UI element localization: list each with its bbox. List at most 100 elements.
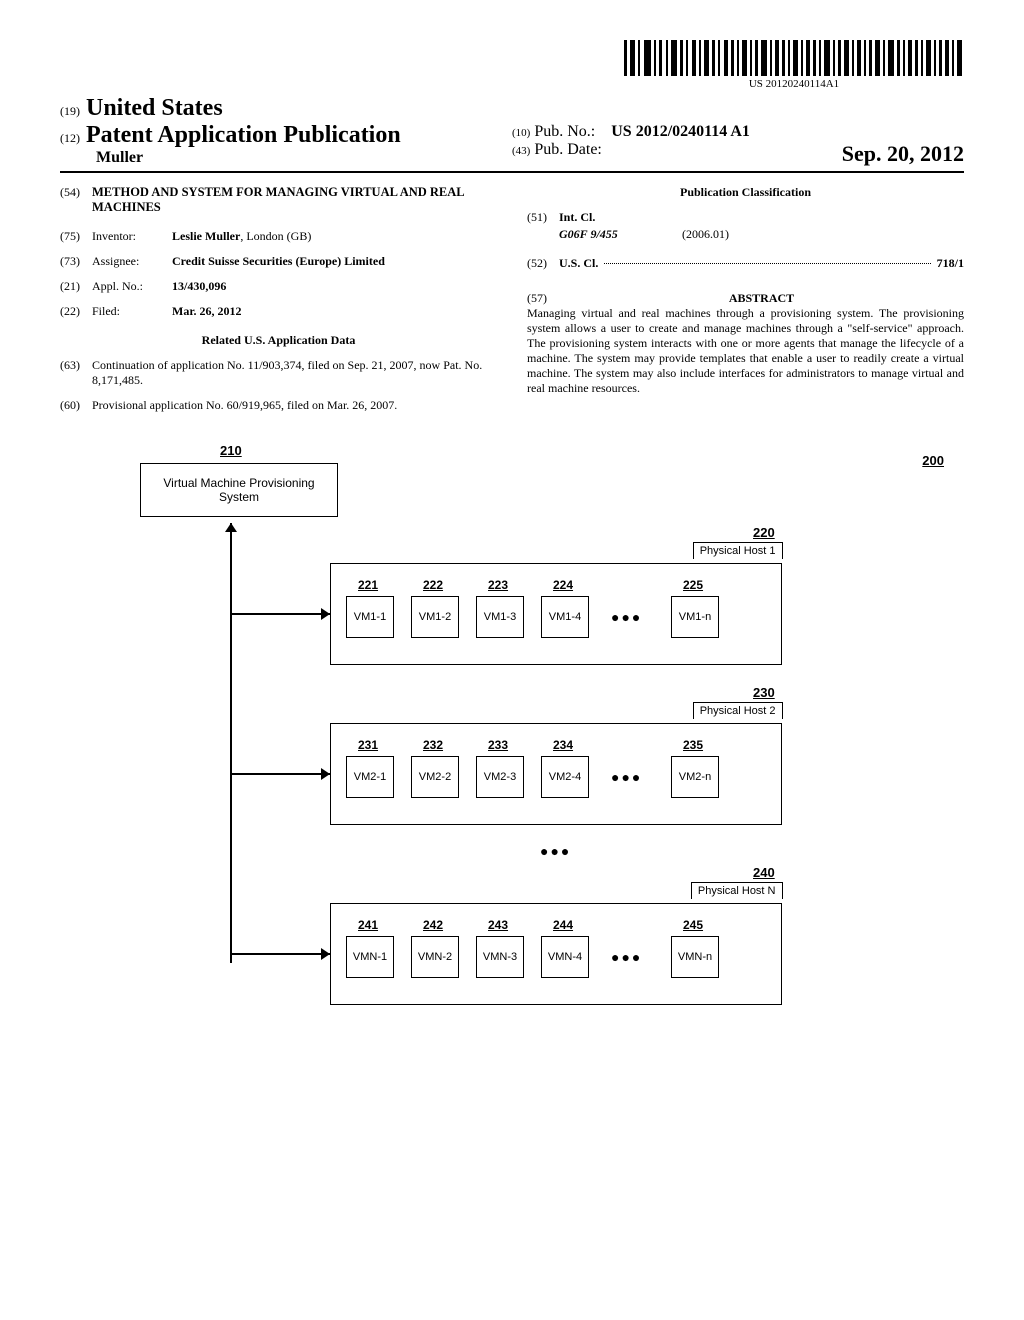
- barcode-svg: [624, 40, 964, 76]
- vm2n-ref: 235: [683, 738, 703, 752]
- vm22-ref: 232: [423, 738, 443, 752]
- vm1-dots: ●●●: [611, 609, 642, 625]
- filed-value: Mar. 26, 2012: [172, 304, 497, 319]
- vmnn-box: VMN-n: [671, 936, 719, 978]
- pubno-prefix: (10): [512, 127, 530, 139]
- vm14-ref: 224: [553, 578, 573, 592]
- uscl-label: U.S. Cl.: [559, 256, 598, 271]
- inventor-header: Muller: [60, 149, 512, 167]
- applno-field: (21) Appl. No.: 13/430,096: [60, 279, 497, 294]
- vmn2-ref: 242: [423, 918, 443, 932]
- header-left: (19) United States (12) Patent Applicati…: [60, 95, 512, 167]
- arrow2: [321, 768, 330, 780]
- vm1n-ref: 225: [683, 578, 703, 592]
- vm21-box: VM2-1: [346, 756, 394, 798]
- abstract-header: ABSTRACT: [559, 291, 964, 306]
- vmn3-box: VMN-3: [476, 936, 524, 978]
- right-col: Publication Classification (51) Int. Cl.…: [527, 185, 964, 423]
- prov-field: (60) Provisional application No. 60/919,…: [60, 398, 497, 413]
- filed-label: Filed:: [92, 304, 172, 319]
- intcl-date: (2006.01): [682, 227, 729, 241]
- trunk-line: [230, 523, 232, 963]
- vmn4-ref: 244: [553, 918, 573, 932]
- intcl-class: G06F 9/455: [559, 227, 679, 242]
- abstract-header-row: (57) ABSTRACT: [527, 291, 964, 306]
- vm24-box: VM2-4: [541, 756, 589, 798]
- system-ref: 200: [922, 453, 944, 468]
- assignee-code: (73): [60, 254, 92, 269]
- title-field: (54) METHOD AND SYSTEM FOR MANAGING VIRT…: [60, 185, 497, 215]
- abstract-text: Managing virtual and real machines throu…: [527, 306, 964, 396]
- prov-label: Virtual Machine Provisioning System: [163, 476, 314, 504]
- applno-code: (21): [60, 279, 92, 294]
- assignee-field: (73) Assignee: Credit Suisse Securities …: [60, 254, 497, 269]
- pubtype-prefix: (12): [60, 131, 80, 145]
- host1-label: Physical Host 1: [693, 542, 783, 559]
- country-line: (19) United States: [60, 95, 512, 122]
- figure-area: 200 210 Virtual Machine Provisioning Sys…: [60, 453, 964, 1013]
- vm23-box: VM2-3: [476, 756, 524, 798]
- abstract-code: (57): [527, 291, 559, 306]
- hosts-dots: ●●●: [540, 843, 571, 859]
- prov-box: Virtual Machine Provisioning System: [140, 463, 338, 517]
- inventor-name: Leslie Muller: [172, 229, 240, 243]
- vm2n-box: VM2-n: [671, 756, 719, 798]
- biblio: (54) METHOD AND SYSTEM FOR MANAGING VIRT…: [60, 185, 964, 423]
- vm12-box: VM1-2: [411, 596, 459, 638]
- pubno-line: (10) Pub. No.: US 2012/0240114 A1: [512, 123, 964, 141]
- country: United States: [86, 95, 223, 121]
- header: (19) United States (12) Patent Applicati…: [60, 95, 964, 173]
- pubno-label: Pub. No.:: [534, 123, 595, 140]
- vm24-ref: 234: [553, 738, 573, 752]
- vm11-box: VM1-1: [346, 596, 394, 638]
- left-col: (54) METHOD AND SYSTEM FOR MANAGING VIRT…: [60, 185, 497, 423]
- vmn3-ref: 243: [488, 918, 508, 932]
- prov-code: (60): [60, 398, 92, 413]
- inventor-value: Leslie Muller, London (GB): [172, 229, 311, 244]
- vmn1-ref: 241: [358, 918, 378, 932]
- arrow-up: [225, 523, 237, 532]
- cont-code: (63): [60, 358, 92, 388]
- related-header: Related U.S. Application Data: [60, 333, 497, 348]
- uscl-code: (52): [527, 256, 559, 271]
- vm2-dots: ●●●: [611, 769, 642, 785]
- hostn-label: Physical Host N: [691, 882, 783, 899]
- vmnn-ref: 245: [683, 918, 703, 932]
- pubdate-prefix: (43): [512, 145, 530, 157]
- inventor-loc: , London (GB): [240, 229, 311, 243]
- applno-value: 13/430,096: [172, 279, 497, 294]
- arrown: [321, 948, 330, 960]
- vm14-box: VM1-4: [541, 596, 589, 638]
- cont-field: (63) Continuation of application No. 11/…: [60, 358, 497, 388]
- intcl-code: (51): [527, 210, 559, 225]
- filed-field: (22) Filed: Mar. 26, 2012: [60, 304, 497, 319]
- cont-text: Continuation of application No. 11/903,3…: [92, 358, 497, 388]
- vm11-ref: 221: [358, 578, 378, 592]
- vmn-dots: ●●●: [611, 949, 642, 965]
- uscl-field: (52) U.S. Cl. 718/1: [527, 256, 964, 271]
- title-code: (54): [60, 185, 92, 215]
- inventor-label: Inventor:: [92, 229, 172, 244]
- vm1n-box: VM1-n: [671, 596, 719, 638]
- barcode-area: US 20120240114A1: [60, 40, 964, 91]
- pubdate-label: Pub. Date:: [534, 141, 602, 158]
- pubdate-line: (43) Pub. Date: Sep. 20, 2012: [512, 141, 964, 159]
- host2-box: Physical Host 2 231 232 233 234 235 VM2-…: [330, 723, 782, 825]
- host2-ref: 230: [753, 685, 775, 700]
- vm13-ref: 223: [488, 578, 508, 592]
- assignee-value: Credit Suisse Securities (Europe) Limite…: [172, 254, 497, 269]
- classification-header: Publication Classification: [527, 185, 964, 200]
- vm23-ref: 233: [488, 738, 508, 752]
- vm21-ref: 231: [358, 738, 378, 752]
- intcl-field: (51) Int. Cl.: [527, 210, 964, 225]
- hostn-box: Physical Host N 241 242 243 244 245 VMN-…: [330, 903, 782, 1005]
- inventor-field: (75) Inventor: Leslie Muller, London (GB…: [60, 229, 497, 244]
- host1-box: Physical Host 1 221 222 223 224 225 VM1-…: [330, 563, 782, 665]
- pubno-value: US 2012/0240114 A1: [611, 123, 750, 140]
- vmn1-box: VMN-1: [346, 936, 394, 978]
- arrow1: [321, 608, 330, 620]
- filed-code: (22): [60, 304, 92, 319]
- host2-label: Physical Host 2: [693, 702, 783, 719]
- hostn-ref: 240: [753, 865, 775, 880]
- intcl-row: G06F 9/455 (2006.01): [559, 227, 964, 242]
